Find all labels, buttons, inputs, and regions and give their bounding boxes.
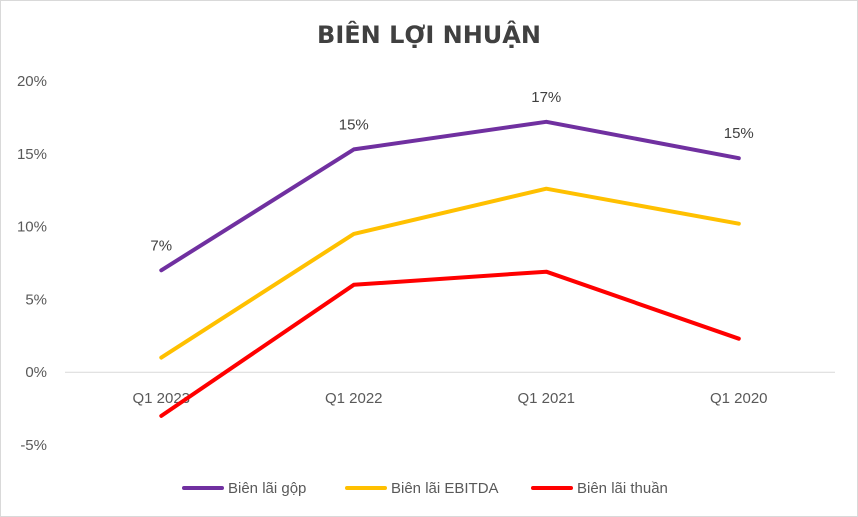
x-tick-label: Q1 2021 (517, 390, 575, 407)
legend-label: Biên lãi gộp (228, 480, 306, 497)
y-tick-label: -5% (20, 437, 47, 454)
data-label: 15% (339, 116, 369, 133)
chart-title: BIÊN LỢI NHUẬN (317, 21, 541, 49)
legend-label: Biên lãi EBITDA (391, 480, 499, 497)
y-tick-label: 5% (25, 291, 47, 308)
series-line-biên-lãi-ebitda (159, 186, 741, 360)
data-label: 17% (531, 89, 561, 106)
y-tick-label: 0% (25, 364, 47, 381)
data-label: 7% (150, 237, 172, 254)
x-tick-label: Q1 2023 (132, 390, 190, 407)
y-tick-label: 20% (17, 73, 47, 90)
x-tick-label: Q1 2020 (710, 390, 768, 407)
x-tick-label: Q1 2022 (325, 390, 383, 407)
y-tick-label: 15% (17, 146, 47, 163)
legend-label: Biên lãi thuần (577, 480, 668, 497)
series-line-biên-lãi-thuần (159, 269, 741, 418)
y-tick-label: 10% (17, 219, 47, 236)
series-line-biên-lãi-gộp (159, 119, 741, 273)
data-label: 15% (724, 125, 754, 142)
